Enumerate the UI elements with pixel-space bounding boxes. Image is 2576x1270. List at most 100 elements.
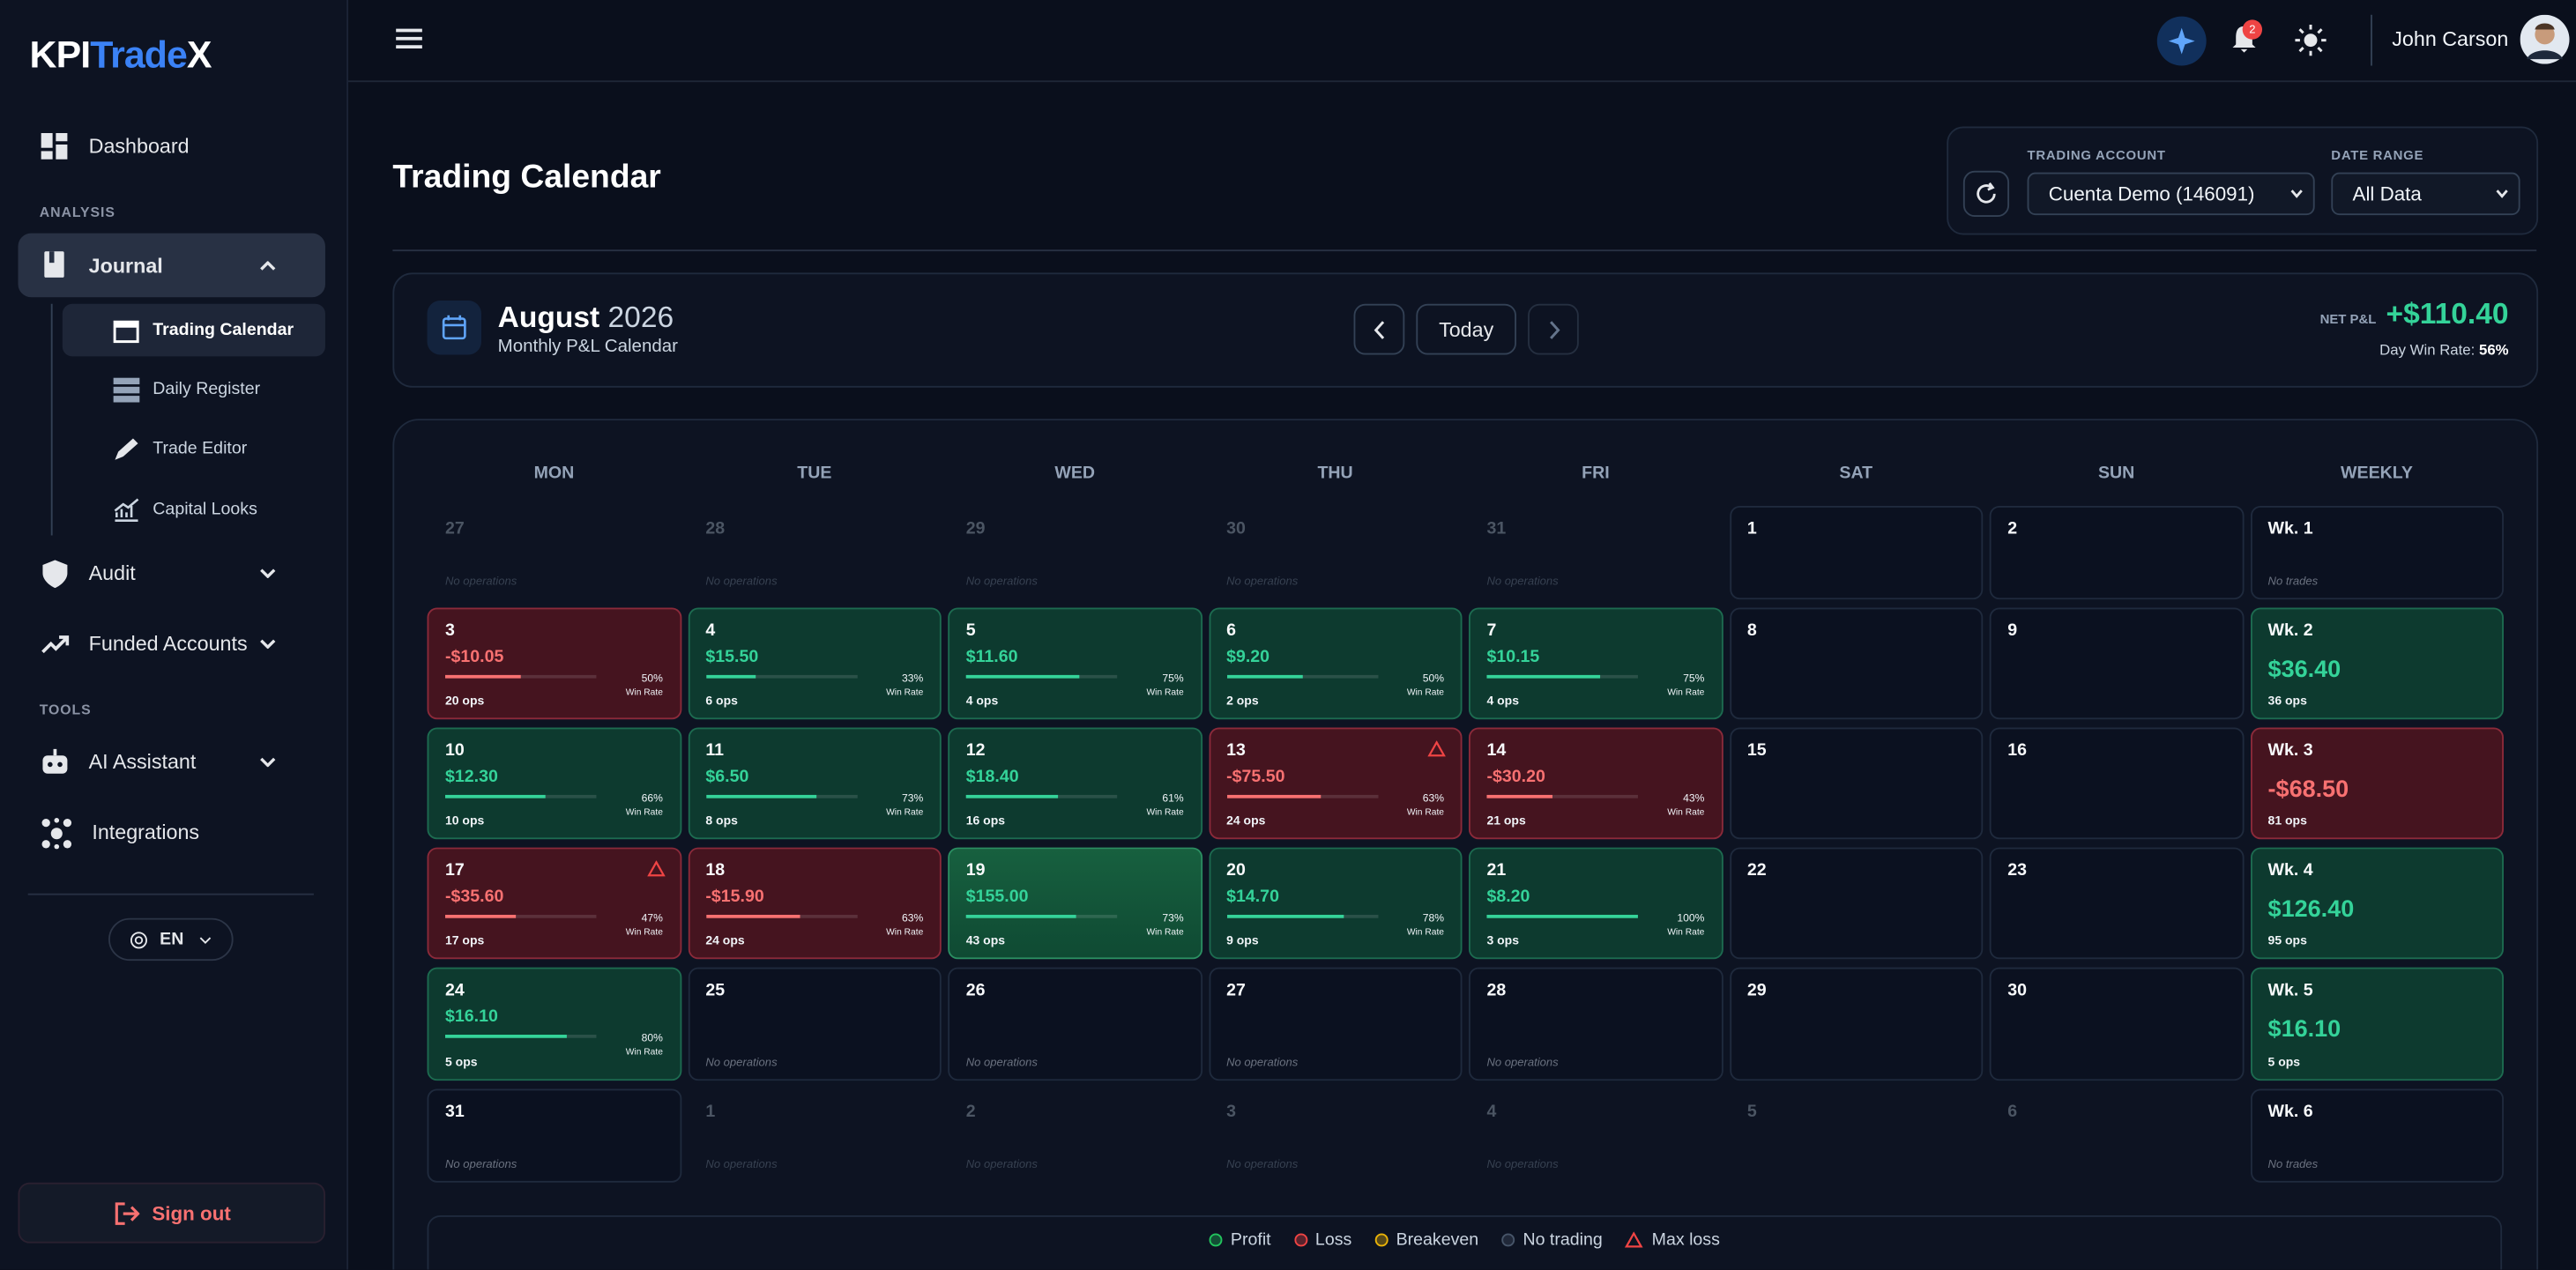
day-cell[interactable]: 29 xyxy=(1729,967,1984,1081)
theme-toggle[interactable] xyxy=(2295,24,2327,56)
day-cell[interactable]: 11 $6.50 73% Win Rate 8 ops xyxy=(687,727,942,840)
day-cell[interactable]: 26 No operations xyxy=(948,967,1202,1081)
day-cell[interactable]: 5 $11.60 75% Win Rate 4 ops xyxy=(948,607,1202,720)
day-cell[interactable]: 5 xyxy=(1729,1089,1983,1183)
sign-out-button[interactable]: Sign out xyxy=(18,1182,325,1244)
sub-nav-item[interactable]: Capital Looks xyxy=(63,483,325,536)
day-cell[interactable]: 27 No operations xyxy=(1208,967,1463,1081)
day-number: 16 xyxy=(2007,740,2027,761)
icon xyxy=(41,635,70,653)
day-cell[interactable]: 14 -$30.20 43% Win Rate 21 ops xyxy=(1468,727,1723,840)
menu-button[interactable] xyxy=(396,28,422,49)
week-summary[interactable]: Wk. 1 No trades xyxy=(2250,505,2504,600)
win-rate: 100% Win Rate xyxy=(1667,911,1704,941)
nav-item[interactable]: Integrations xyxy=(18,801,324,864)
day-cell[interactable]: 4 $15.50 33% Win Rate 6 ops xyxy=(687,607,942,720)
day-cell[interactable]: 16 xyxy=(1989,727,2244,840)
nav-item[interactable]: Journal xyxy=(18,233,325,298)
nav-item[interactable]: AI Assistant xyxy=(18,731,324,793)
day-cell[interactable]: 1 xyxy=(1729,505,1984,600)
day-cell[interactable]: 24 $16.10 80% Win Rate 5 ops xyxy=(427,967,681,1081)
ai-button[interactable] xyxy=(2156,16,2207,66)
logo[interactable]: KPITradeX xyxy=(30,33,212,77)
day-cell[interactable]: 21 $8.20 100% Win Rate 3 ops xyxy=(1468,847,1723,960)
day-pnl: -$75.50 xyxy=(1226,767,1285,787)
prev-month-button[interactable] xyxy=(1353,303,1405,355)
column-header: WEEKLY xyxy=(2341,463,2413,483)
day-cell[interactable]: 22 xyxy=(1729,847,1984,960)
section-label: TOOLS xyxy=(39,701,92,718)
week-summary[interactable]: Wk. 4 $126.40 95 ops xyxy=(2250,847,2504,960)
day-cell[interactable]: 30 No operations xyxy=(1209,506,1463,599)
day-cell[interactable]: 25 No operations xyxy=(687,967,942,1081)
nav-item[interactable]: Funded Accounts xyxy=(18,613,324,675)
day-cell[interactable]: 9 xyxy=(1989,607,2244,720)
day-cell[interactable]: 15 xyxy=(1729,727,1984,840)
day-cell[interactable]: 2 No operations xyxy=(948,1089,1202,1183)
account-select[interactable]: Cuenta Demo (146091) xyxy=(2027,172,2315,216)
day-cell[interactable]: 27 No operations xyxy=(428,506,681,599)
sub-nav-item[interactable]: Daily Register xyxy=(63,363,325,416)
week-summary[interactable]: Wk. 5 $16.10 5 ops xyxy=(2250,967,2504,1081)
day-cell[interactable]: 1 No operations xyxy=(688,1089,942,1183)
day-cell[interactable]: 13 -$75.50 63% Win Rate 24 ops xyxy=(1208,727,1463,840)
week-summary[interactable]: Wk. 3 -$68.50 81 ops xyxy=(2250,727,2504,840)
day-cell[interactable]: 20 $14.70 78% Win Rate 9 ops xyxy=(1208,847,1463,960)
week-label: Wk. 4 xyxy=(2267,860,2313,880)
day-number: 29 xyxy=(1746,980,1767,1000)
win-rate-bar xyxy=(705,674,756,679)
day-ops: 2 ops xyxy=(1226,693,1259,709)
day-cell[interactable]: 31 No operations xyxy=(427,1088,681,1183)
day-ops: 9 ops xyxy=(1226,932,1259,948)
day-cell[interactable]: 17 -$35.60 47% Win Rate 17 ops xyxy=(427,847,681,960)
week-summary[interactable]: Wk. 6 No trades xyxy=(2250,1088,2504,1183)
win-rate-label: Win Rate xyxy=(625,687,663,698)
week-pnl: $126.40 xyxy=(2267,896,2355,924)
page-title: Trading Calendar xyxy=(392,159,661,196)
next-month-button[interactable] xyxy=(1528,303,1579,355)
sub-nav-item[interactable]: Trading Calendar xyxy=(62,303,325,357)
logo-part: KPI xyxy=(29,33,92,76)
icon xyxy=(1373,320,1384,338)
nav-item[interactable]: Audit xyxy=(18,542,324,605)
day-cell[interactable]: 12 $18.40 61% Win Rate 16 ops xyxy=(948,727,1202,840)
day-cell[interactable]: 28 No operations xyxy=(688,506,942,599)
avatar[interactable] xyxy=(2520,14,2570,64)
day-cell[interactable]: 8 xyxy=(1729,607,1984,720)
day-cell[interactable]: 3 -$10.05 50% Win Rate 20 ops xyxy=(427,607,681,720)
day-cell[interactable]: 29 No operations xyxy=(948,506,1202,599)
sub-nav-item[interactable]: Trade Editor xyxy=(63,422,325,475)
net-pnl-value: +$110.40 xyxy=(2386,297,2509,330)
day-cell[interactable]: 10 $12.30 66% Win Rate 10 ops xyxy=(427,727,681,840)
day-cell[interactable]: 4 No operations xyxy=(1469,1089,1723,1183)
win-rate-track xyxy=(1486,914,1638,918)
day-pnl: -$35.60 xyxy=(445,887,504,907)
week-summary[interactable]: Wk. 2 $36.40 36 ops xyxy=(2250,607,2504,720)
win-rate: 73% Win Rate xyxy=(886,791,923,821)
nav-item[interactable]: Dashboard xyxy=(18,115,324,177)
day-cell[interactable]: 23 xyxy=(1989,847,2244,960)
day-cell[interactable]: 28 No operations xyxy=(1468,967,1723,1081)
language-select[interactable]: EN xyxy=(108,917,234,962)
day-ops: 17 ops xyxy=(445,932,485,948)
legend-swatch xyxy=(1209,1233,1223,1247)
day-cell[interactable]: 19 $155.00 73% Win Rate 43 ops xyxy=(948,847,1202,960)
day-cell[interactable]: 30 xyxy=(1989,967,2244,1081)
today-button[interactable]: Today xyxy=(1416,303,1517,355)
day-cell[interactable]: 6 xyxy=(1990,1089,2244,1183)
day-cell[interactable]: 6 $9.20 50% Win Rate 2 ops xyxy=(1208,607,1463,720)
day-cell[interactable]: 7 $10.15 75% Win Rate 4 ops xyxy=(1468,607,1723,720)
day-cell[interactable]: 3 No operations xyxy=(1209,1089,1463,1183)
day-cell[interactable]: 18 -$15.90 63% Win Rate 24 ops xyxy=(687,847,942,960)
range-select[interactable]: All Data xyxy=(2331,172,2520,216)
day-number: 23 xyxy=(2007,860,2027,880)
notification-badge: 2 xyxy=(2242,19,2263,40)
day-note: No operations xyxy=(705,1058,778,1070)
win-rate-track xyxy=(445,794,597,798)
user-name[interactable]: John Carson xyxy=(2392,27,2509,51)
day-cell[interactable]: 2 xyxy=(1989,505,2244,600)
day-cell[interactable]: 31 No operations xyxy=(1469,506,1723,599)
day-note: No operations xyxy=(965,1058,1038,1070)
win-rate-value: 63% xyxy=(902,913,924,925)
refresh-button[interactable] xyxy=(1962,170,2010,217)
